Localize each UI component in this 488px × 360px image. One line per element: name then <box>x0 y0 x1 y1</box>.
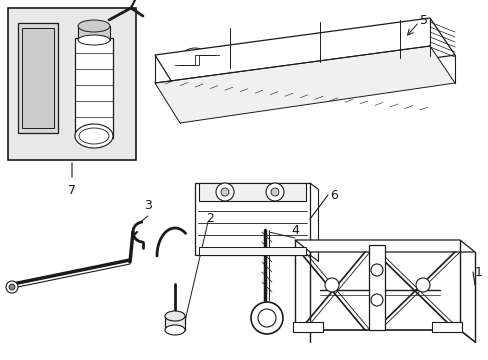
Bar <box>164 316 184 330</box>
Circle shape <box>325 278 338 292</box>
Bar <box>199 183 305 201</box>
Text: 6: 6 <box>329 189 337 202</box>
Bar <box>18 23 58 133</box>
Text: 3: 3 <box>144 198 152 212</box>
Bar <box>199 247 305 255</box>
Ellipse shape <box>79 128 109 144</box>
Text: 2: 2 <box>205 212 214 225</box>
Circle shape <box>216 183 234 201</box>
Bar <box>22 28 54 128</box>
Bar <box>195 183 309 255</box>
Polygon shape <box>155 18 454 95</box>
Circle shape <box>415 278 429 292</box>
Bar <box>431 322 461 332</box>
Polygon shape <box>155 46 454 123</box>
Circle shape <box>6 281 18 293</box>
Bar <box>8 8 136 160</box>
Bar <box>368 245 384 330</box>
Bar <box>78 26 110 40</box>
Text: 7: 7 <box>68 184 76 197</box>
Ellipse shape <box>75 124 113 148</box>
Ellipse shape <box>78 20 110 32</box>
Ellipse shape <box>78 35 110 45</box>
Text: 1: 1 <box>474 266 482 279</box>
Circle shape <box>270 188 279 196</box>
Text: 4: 4 <box>290 224 298 237</box>
Ellipse shape <box>164 325 184 335</box>
Circle shape <box>258 309 275 327</box>
Polygon shape <box>294 240 474 252</box>
Circle shape <box>370 264 382 276</box>
Text: 5: 5 <box>419 14 427 27</box>
Circle shape <box>370 294 382 306</box>
Circle shape <box>250 302 283 334</box>
Circle shape <box>221 188 228 196</box>
Bar <box>292 322 323 332</box>
Ellipse shape <box>164 311 184 321</box>
Bar <box>75 38 113 138</box>
Circle shape <box>265 183 284 201</box>
Circle shape <box>9 284 15 290</box>
